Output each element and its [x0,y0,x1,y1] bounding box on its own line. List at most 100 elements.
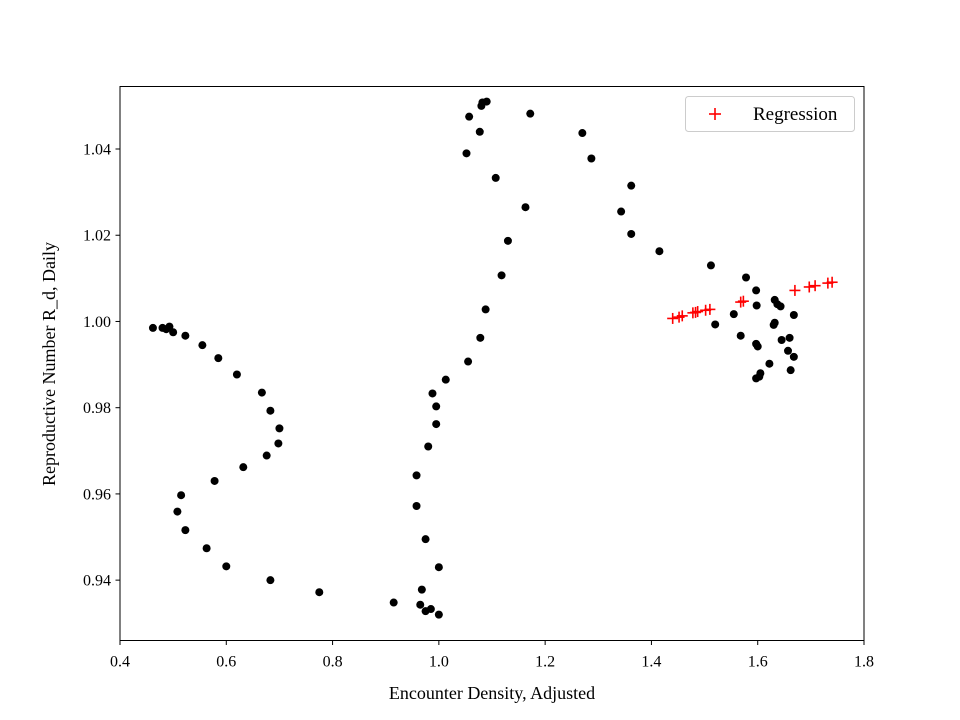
data-point [777,336,786,345]
data-point [526,109,535,118]
data-point [752,301,761,310]
data-point [274,439,283,448]
data-point [210,476,219,485]
data-point [416,600,425,609]
regression-point [737,295,749,307]
y-tick-label: 1.04 [83,142,111,159]
data-point [752,286,761,295]
data-point [214,354,223,363]
data-point [742,273,751,282]
data-point [481,305,490,314]
data-point [476,333,485,342]
data-point [729,310,738,319]
data-point [412,501,421,510]
legend-box [685,96,855,132]
plot-marks [148,97,838,619]
data-point [464,357,473,366]
data-point [711,320,720,329]
data-point [412,471,421,480]
data-point [655,247,664,256]
regression-point [735,296,747,308]
data-point [753,342,762,351]
data-point [181,331,190,340]
data-point [475,127,484,136]
data-point [497,271,506,280]
data-point [736,331,745,340]
data-point [266,576,275,585]
regression-point [803,281,815,293]
plot-frame [119,86,865,641]
x-tick-label: 1.8 [854,654,874,671]
data-point [769,320,778,329]
data-point [587,154,596,163]
regression-point [690,306,702,318]
legend: Regression [685,96,855,132]
data-point [389,598,398,607]
legend-label-regression: Regression [753,104,838,125]
regression-point [789,284,801,296]
data-point [521,203,530,212]
data-point [417,585,426,594]
data-point [617,207,626,216]
regression-point [809,280,821,292]
data-point [432,420,441,429]
data-point [776,302,785,311]
x-tick-label: 0.8 [323,654,343,671]
data-point [785,333,794,342]
data-point [266,406,275,415]
regression-point [676,310,688,322]
x-tick-label: 1.2 [535,654,555,671]
data-point [428,389,437,398]
data-point [424,442,433,451]
data-point [627,229,636,238]
data-point [462,149,471,158]
data-point [765,359,774,368]
data-point [789,310,798,319]
data-point [222,562,231,571]
x-tick-label: 0.4 [110,654,130,671]
data-point [232,370,241,379]
data-point [315,588,324,597]
data-point [181,526,190,535]
data-point [627,181,636,190]
x-tick-label: 0.6 [216,654,236,671]
data-point [202,544,211,553]
data-point [262,451,271,460]
regression-point [704,303,716,315]
data-point [426,605,435,614]
regression-point [692,306,704,318]
data-point [434,563,443,572]
data-point [752,374,761,383]
data-point [275,424,284,433]
data-point [706,261,715,270]
y-tick-label: 0.94 [83,573,111,590]
data-point [148,323,157,332]
data-point [784,346,793,355]
data-point [789,352,798,361]
data-point [482,97,491,106]
data-point [173,507,182,516]
data-point [503,236,512,245]
data-point [432,402,441,411]
y-tick-label: 1.02 [83,228,111,245]
x-tick-label: 1.0 [429,654,449,671]
axis-ticks: 0.4 0.6 0.8 1.0 1.2 1.4 1.6 1.8 0.94 0.96 0.98 1.00… [83,142,874,671]
y-axis-label: Reproductive Number R_d, Daily [39,242,59,486]
y-tick-label: 1.00 [83,314,111,331]
data-point [434,610,443,619]
regression-point [667,312,679,324]
data-point [491,173,500,182]
data-point [198,341,207,350]
data-point [465,112,474,121]
y-tick-label: 0.96 [83,486,111,503]
x-axis-label: Encounter Density, Adjusted [389,683,595,703]
data-point [177,491,186,500]
data-point [421,535,430,544]
data-point [169,328,178,337]
x-tick-label: 1.6 [748,654,768,671]
x-tick-label: 1.4 [641,654,661,671]
data-point [257,388,266,397]
regression-point [826,276,838,288]
data-point [441,375,450,384]
